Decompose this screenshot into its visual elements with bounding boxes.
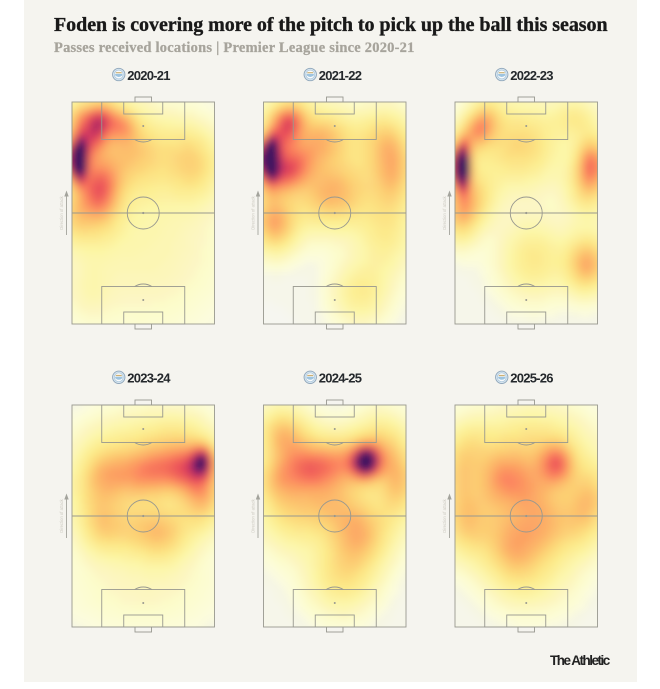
svg-text:Direction of attack: Direction of attack: [251, 498, 256, 532]
svg-text:Direction of attack: Direction of attack: [442, 195, 447, 229]
svg-text:Direction of attack: Direction of attack: [59, 498, 64, 532]
svg-text:Direction of attack: Direction of attack: [251, 195, 256, 229]
svg-text:Direction of attack: Direction of attack: [59, 195, 64, 229]
